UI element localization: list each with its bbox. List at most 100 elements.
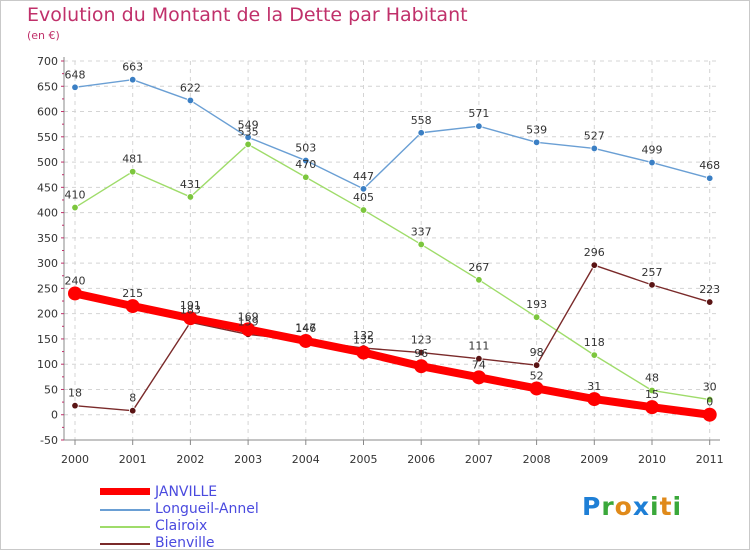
data-point-longueil-annel [590,144,598,153]
data-label-janville: 240 [65,274,86,287]
data-point-janville [356,345,371,360]
y-tick-label: 500 [37,156,58,169]
data-point-clairoix [359,206,368,214]
data-point-bienville [532,361,541,369]
data-point-clairoix [706,395,714,404]
data-label-longueil-annel: 571 [468,107,489,120]
data-label-clairoix: 481 [122,153,143,166]
data-point-longueil-annel [532,138,541,147]
data-point-clairoix [532,313,541,321]
data-label-janville: 52 [530,369,544,382]
y-tick-label: 250 [37,282,58,295]
x-tick-label: 2001 [119,453,147,466]
x-tick-label: 2005 [350,453,378,466]
data-label-clairoix: 267 [468,261,489,274]
data-point-janville [241,322,256,337]
data-label-longueil-annel: 663 [122,61,143,74]
data-point-longueil-annel [475,122,483,130]
data-point-longueil-annel [417,129,425,137]
y-tick-label: 550 [37,131,58,144]
legend-item-bienville: Bienville [100,535,360,552]
data-label-longueil-annel: 503 [295,142,316,155]
logo-letter: P [582,492,602,521]
data-label-bienville: 257 [642,266,663,279]
y-tick-label: 50 [44,383,58,396]
data-label-longueil-annel: 468 [699,159,720,172]
legend-item-clairoix: Clairoix [100,518,360,535]
y-tick-label: 450 [37,181,58,194]
chart-subtitle: (en €) [27,29,60,42]
data-label-janville: 96 [414,347,428,360]
data-point-longueil-annel [359,185,368,193]
data-point-clairoix [590,351,598,359]
data-point-janville [68,286,82,301]
data-point-longueil-annel [706,174,714,182]
logo-letter: i [650,492,660,521]
data-label-clairoix: 118 [584,336,605,349]
y-tick-label: -50 [40,434,58,447]
data-label-janville: 169 [238,310,259,323]
data-point-longueil-annel [128,75,137,84]
x-tick-label: 2009 [580,453,608,466]
y-tick-label: 600 [37,106,58,119]
legend-label-janville: JANVILLE [155,484,218,500]
data-point-bienville [475,354,483,363]
data-point-bienville [590,261,598,269]
logo-letter: r [601,492,615,521]
data-point-clairoix [417,240,425,249]
data-label-clairoix: 405 [353,191,374,204]
chart-legend: JANVILLE Longueil-Annel Clairoix Bienvil… [100,484,360,552]
y-tick-label: 350 [37,232,58,245]
data-label-longueil-annel: 648 [65,68,86,81]
data-label-clairoix: 337 [411,225,432,238]
y-tick-label: 200 [37,308,58,321]
data-point-janville [645,400,659,415]
data-point-clairoix [186,193,195,201]
data-point-janville [529,381,544,396]
data-point-janville [125,299,140,314]
data-label-bienville: 183 [180,303,201,316]
data-label-longueil-annel: 499 [642,144,663,157]
data-point-janville [471,370,486,385]
x-tick-label: 2000 [61,453,89,466]
data-label-longueil-annel: 539 [526,123,547,136]
data-label-janville: 215 [122,287,143,300]
data-point-longueil-annel [186,96,195,105]
data-point-longueil-annel [648,158,656,167]
logo-letter: t [659,492,673,521]
legend-swatch-clairoix [100,526,150,528]
data-label-clairoix: 193 [526,298,547,311]
series-line-bienville [74,264,711,412]
data-label-clairoix: 535 [238,125,259,138]
data-label-longueil-annel: 549 [238,118,259,131]
data-label-clairoix: 48 [645,371,659,384]
series-line-clairoix [74,143,711,401]
data-label-bienville: 147 [295,321,316,334]
data-label-janville: 15 [645,388,659,401]
y-tick-label: 0 [51,409,58,422]
series-line-janville [71,289,714,419]
data-label-janville: 146 [295,322,316,335]
data-label-longueil-annel: 527 [584,129,605,142]
y-tick-label: 650 [37,80,58,93]
data-point-clairoix [475,276,483,284]
data-point-clairoix [71,203,79,212]
y-tick-label: 400 [37,207,58,220]
data-label-clairoix: 470 [295,158,316,171]
legend-swatch-janville [100,488,150,495]
data-label-bienville: 296 [584,246,605,259]
data-point-janville [298,333,313,348]
x-tick-label: 2002 [176,453,204,466]
logo-letter: x [632,492,650,521]
data-point-clairoix [128,167,137,176]
legend-item-longueil-annel: Longueil-Annel [100,501,360,518]
data-label-longueil-annel: 622 [180,81,201,94]
data-point-longueil-annel [302,156,310,165]
data-label-janville: 31 [587,380,601,393]
data-label-bienville: 132 [353,329,374,342]
legend-label-clairoix: Clairoix [155,518,208,534]
data-label-janville: 74 [472,358,486,371]
legend-label-bienville: Bienville [155,535,215,551]
data-point-bienville [417,348,425,357]
x-tick-label: 2008 [523,453,551,466]
